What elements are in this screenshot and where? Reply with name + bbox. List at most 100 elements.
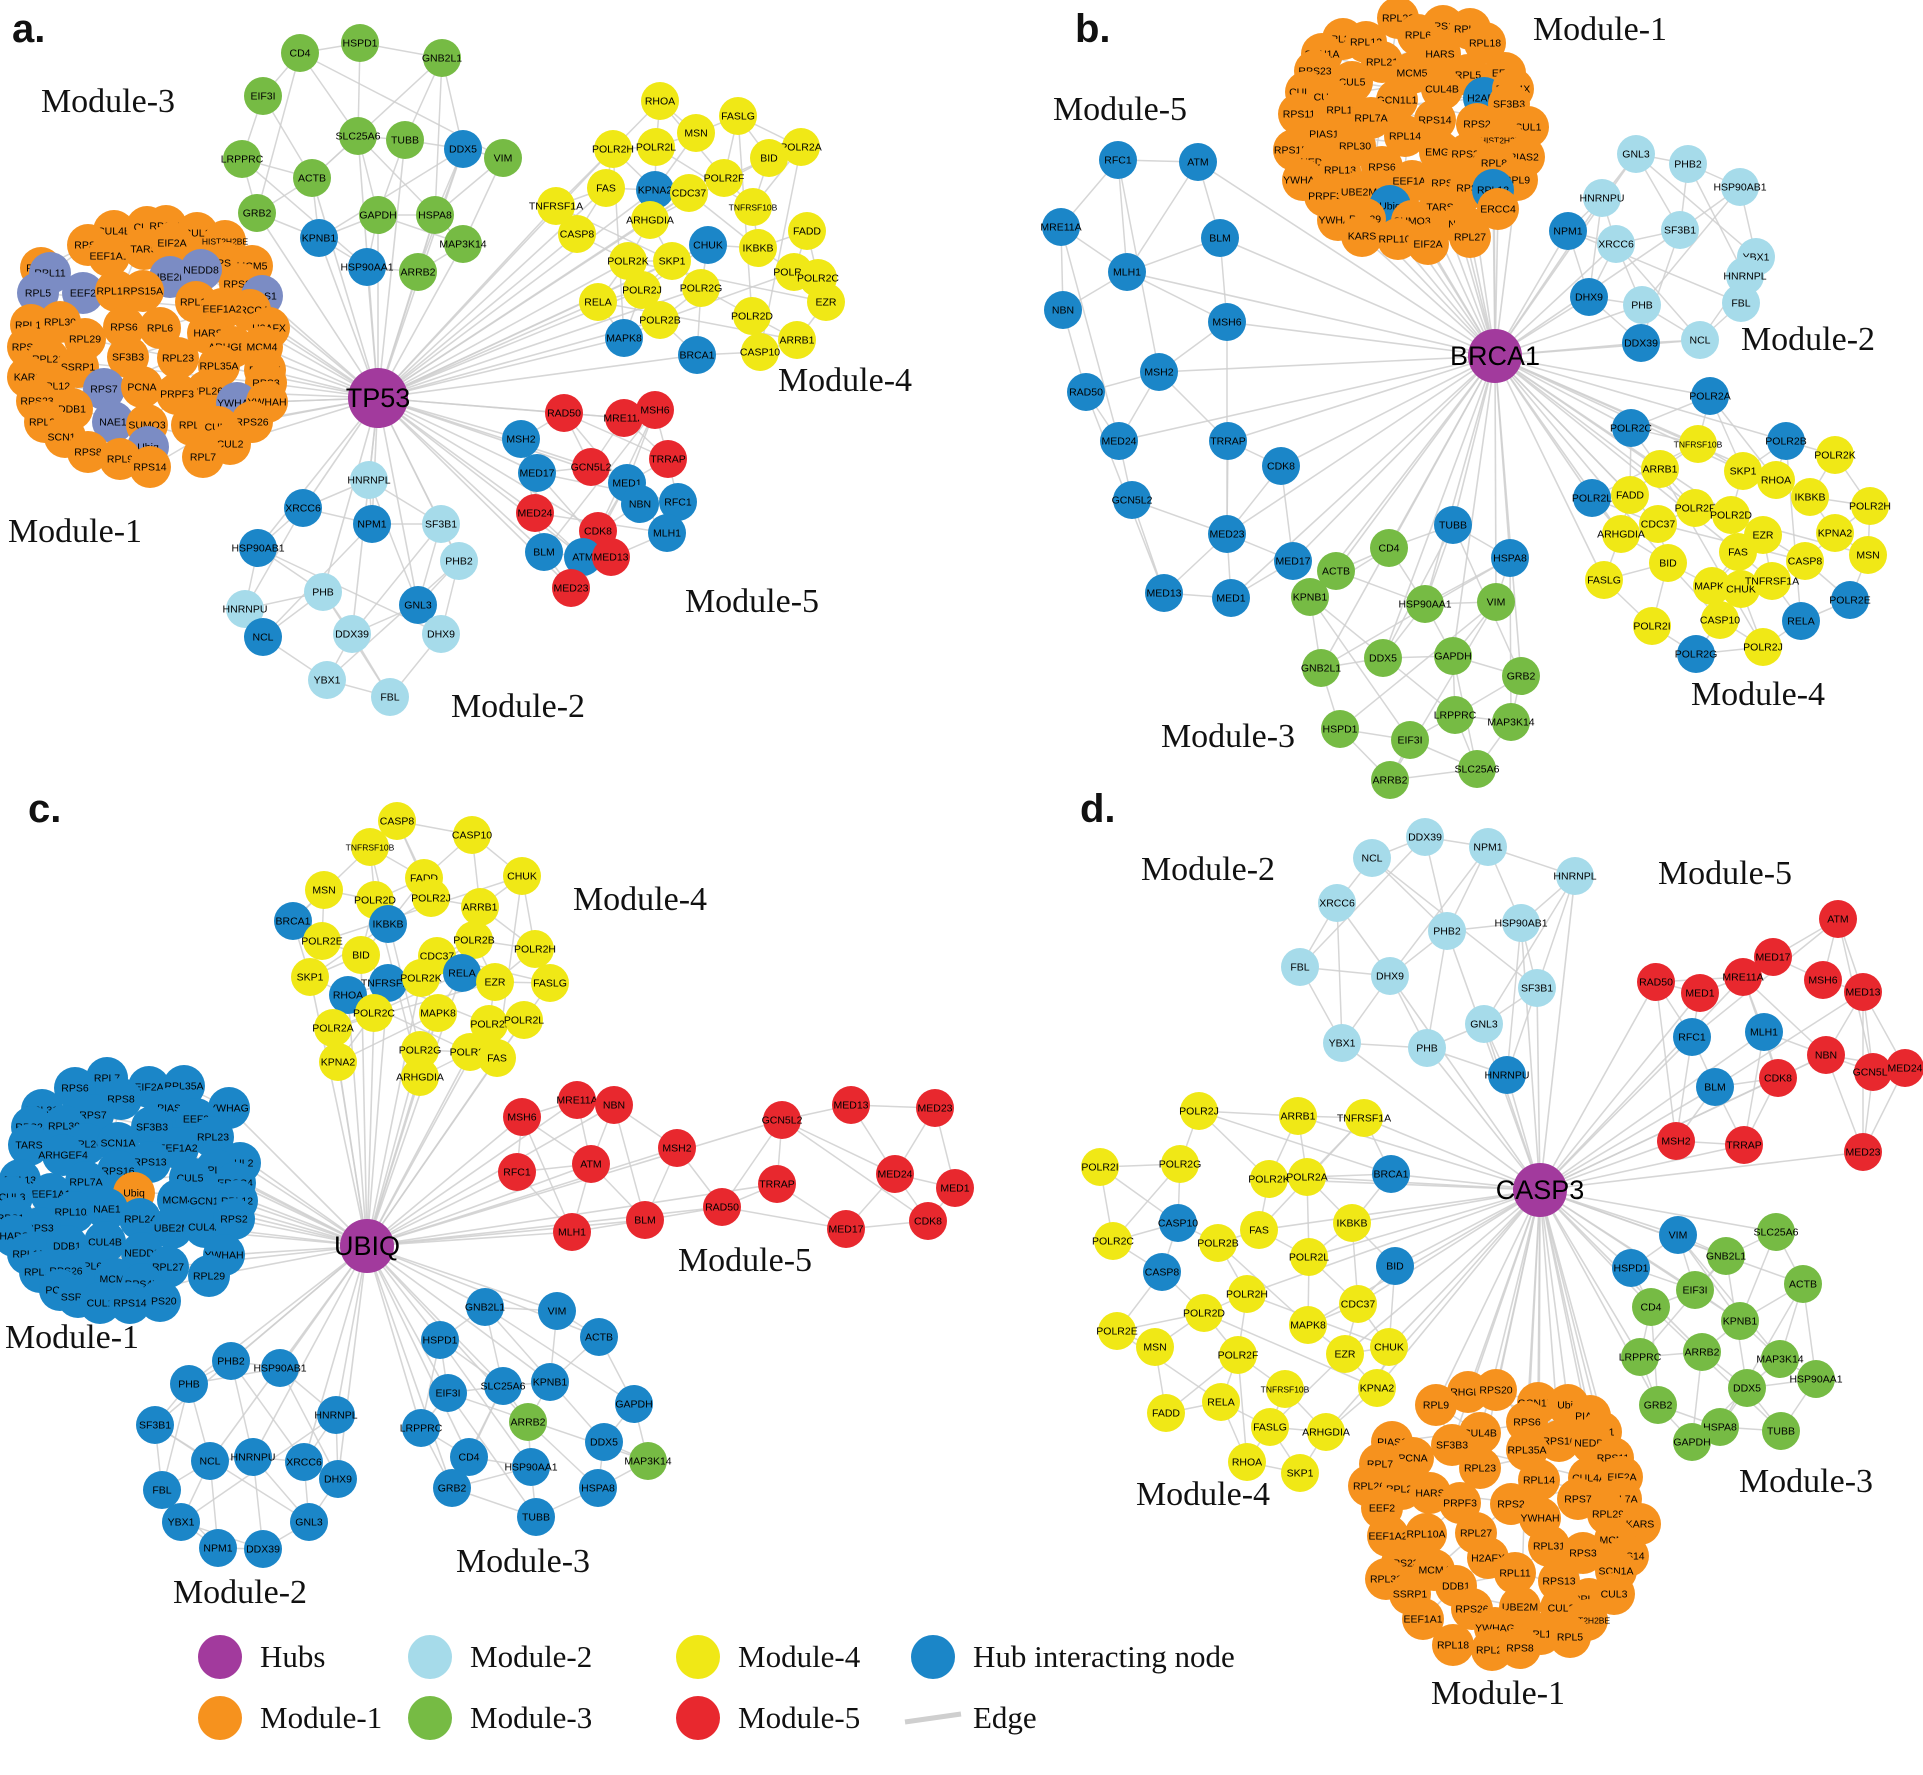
node-MED24: MED24 [876, 1155, 914, 1193]
node-label: NEDD8 [183, 265, 219, 277]
node-label: ACTB [1789, 1279, 1817, 1291]
node-IKBKB: IKBKB [1333, 1204, 1371, 1242]
edge [1219, 237, 1496, 357]
module-label-a-Module-1: Module-1 [8, 513, 142, 550]
node-PHB: PHB [1408, 1029, 1446, 1067]
node-HSPA8: HSPA8 [579, 1469, 617, 1507]
node-label: RPS14 [133, 462, 166, 474]
hub-interacting-node-circle [518, 454, 556, 492]
edge [1258, 1189, 1541, 1231]
module-node-circle [1744, 628, 1782, 666]
node-NCL: NCL [191, 1442, 229, 1480]
node-label: TUBB [1767, 1426, 1795, 1438]
edge [1344, 1189, 1541, 1355]
node-RPL29: RPL29 [188, 1255, 230, 1297]
node-RPS2: RPS2 [213, 1198, 255, 1240]
edge [256, 212, 379, 399]
node-MAP3K14: MAP3K14 [624, 1442, 672, 1480]
edge [1382, 355, 1496, 659]
node-label: DDX39 [1408, 832, 1442, 844]
node-KPNA2: KPNA2 [1358, 1369, 1396, 1407]
node-label: RPL29 [69, 334, 101, 346]
node-RPL23: RPL23 [157, 337, 199, 379]
module-node-circle [1302, 649, 1340, 687]
node-label: RPL6 [147, 323, 173, 335]
node-label: MSN [1143, 1342, 1166, 1354]
node-label: RPS14 [113, 1298, 146, 1310]
node-label: MSH6 [1212, 317, 1241, 329]
hub-interacting-node-circle [659, 483, 697, 521]
hub-interacting-node-circle [1573, 479, 1611, 517]
node-HSPA8: HSPA8 [416, 196, 454, 234]
legend-label: Module-2 [470, 1639, 592, 1674]
hub-interacting-node-circle [444, 130, 482, 168]
edge [377, 214, 436, 399]
edge [1677, 1234, 1781, 1360]
node-label: NPM1 [203, 1543, 232, 1555]
module-node-circle [1791, 478, 1829, 516]
node-label: EZR [816, 297, 837, 309]
node-ARHGDIA: ARHGDIA [1597, 515, 1645, 553]
module-node-circle [682, 269, 720, 307]
node-TNFRSF10B: TNFRSF10B [346, 828, 395, 866]
node-label: MED24 [1887, 1063, 1922, 1075]
node-label: EEF1A1 [89, 251, 128, 263]
node-label: MSH2 [1144, 367, 1173, 379]
node-label: KPNB1 [1723, 1316, 1758, 1328]
module-node-circle [62, 272, 104, 314]
module-node-circle [1391, 721, 1429, 759]
node-label: CDK8 [1267, 461, 1295, 473]
node-POLR2E: POLR2E [301, 922, 343, 960]
node-label: HNRNPL [314, 1410, 357, 1422]
module-node-circle [503, 857, 541, 895]
node-label: MED17 [828, 1224, 863, 1236]
edge [366, 977, 422, 1247]
legend-item-edge: Edge [904, 1700, 1037, 1735]
edge [377, 148, 614, 399]
hub-interacting-node-circle [369, 905, 407, 943]
node-label: ATM [572, 552, 593, 564]
module-node-circle [1661, 211, 1699, 249]
node-label: ARRB2 [510, 1417, 545, 1429]
module-node-circle [339, 117, 377, 155]
node-label: VIM [548, 1306, 567, 1318]
module-node-circle [1611, 476, 1649, 514]
edge [1539, 976, 1744, 1191]
module-node-circle [733, 297, 771, 335]
node-label: POLR2A [780, 142, 821, 154]
node-label: RAD50 [1069, 387, 1103, 399]
node-label: TARS [15, 1140, 42, 1152]
node-label: POLR2A [1689, 391, 1730, 403]
edge [1246, 1189, 1541, 1295]
hub-interacting-node-circle [1067, 373, 1105, 411]
node-label: KARS [1348, 231, 1377, 243]
node-POLR2B: POLR2B [639, 301, 681, 339]
edge [1339, 601, 1497, 730]
module-node-circle [319, 1043, 357, 1081]
node-GNB2L1: GNB2L1 [1301, 649, 1341, 687]
edge [1687, 163, 1746, 277]
node-label: ACTB [1322, 566, 1350, 578]
node-label: KPNA2 [1360, 1383, 1395, 1395]
node-SLC25A6: SLC25A6 [336, 117, 381, 155]
node-POLR2C: POLR2C [1092, 1222, 1134, 1260]
node-label: RFC1 [664, 497, 692, 509]
node-label: RPS13 [1542, 1576, 1575, 1588]
module-node-circle [1701, 601, 1739, 639]
node-RFC1: RFC1 [659, 483, 697, 521]
module-node-circle [1434, 637, 1472, 675]
edge [447, 1392, 537, 1518]
module-node-circle [333, 615, 371, 653]
node-label: MAPK8 [420, 1008, 456, 1020]
node-label: POLR2J [1179, 1106, 1219, 1118]
node-label: FASLG [1253, 1422, 1287, 1434]
node-label: RAD50 [547, 408, 581, 420]
module-label-a-Module-5: Module-5 [685, 583, 819, 620]
edge [521, 1116, 573, 1233]
module-node-circle [351, 828, 389, 866]
node-label: SLC25A6 [1754, 1227, 1799, 1239]
module-node-circle [17, 272, 59, 314]
node-label: PIAS1 [1309, 129, 1339, 141]
node-label: POLR2I [1081, 1162, 1118, 1174]
module-node-circle [516, 930, 554, 968]
